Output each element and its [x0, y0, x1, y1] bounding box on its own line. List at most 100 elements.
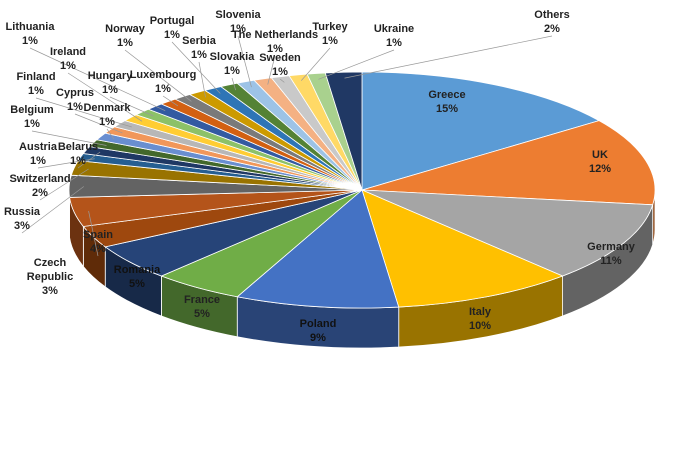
label-value: 2%: [544, 23, 560, 35]
data-label: Luxembourg 1%: [130, 68, 197, 96]
leader-line: [39, 168, 89, 201]
leader-line: [35, 97, 132, 128]
label-name: Poland: [299, 318, 337, 330]
label-value: 1%: [191, 49, 207, 61]
data-label: Germany 11%: [587, 240, 635, 268]
slice: [324, 71, 363, 191]
label-name: Germany: [587, 241, 635, 253]
label-name: Switzerland: [9, 173, 71, 185]
label-value: 1%: [272, 66, 288, 78]
slice: [361, 189, 564, 308]
label-name: Cyprus: [56, 87, 94, 99]
data-label: Hungary 1%: [88, 69, 133, 97]
data-label: Spain 4%: [83, 228, 113, 256]
label-name: France: [183, 294, 221, 306]
leader-line: [29, 47, 166, 112]
leader-line: [106, 128, 115, 140]
label-name: UK: [592, 149, 608, 161]
label-name: Lithuania: [5, 21, 55, 33]
label-value: 1%: [267, 43, 283, 55]
leader-line: [279, 78, 285, 83]
label-name: Czech Republic: [26, 257, 74, 283]
data-label: Norway 1%: [105, 22, 145, 50]
label-value: 2%: [32, 187, 48, 199]
leader-line: [67, 72, 143, 122]
leader-line: [198, 61, 206, 98]
data-label: Czech Republic 3%: [20, 256, 80, 298]
leader-line: [318, 49, 395, 80]
data-label: Lithuania 1%: [6, 20, 55, 48]
label-value: 1%: [230, 23, 246, 35]
data-label: Greece 15%: [428, 88, 465, 116]
data-label: Sweden 1%: [259, 51, 301, 79]
data-label: Finland 1%: [16, 70, 55, 98]
data-label: UK 12%: [589, 148, 611, 176]
label-value: 5%: [194, 308, 210, 320]
label-value: 1%: [102, 84, 118, 96]
label-name: Turkey: [312, 21, 348, 33]
label-value: 1%: [164, 29, 180, 41]
leader-line: [231, 77, 236, 91]
label-value: 9%: [310, 332, 326, 344]
data-label: Austria 1%: [19, 140, 57, 168]
data-label: Slovakia 1%: [210, 50, 255, 78]
label-name: Slovenia: [215, 9, 261, 21]
label-name: Russia: [3, 206, 41, 218]
label-name: Norway: [105, 23, 145, 35]
label-value: 1%: [99, 116, 115, 128]
leader-line: [109, 96, 154, 117]
label-name: Greece: [428, 89, 466, 101]
label-name: Ireland: [49, 46, 87, 58]
label-name: Spain: [83, 229, 113, 241]
label-value: 1%: [28, 85, 44, 97]
label-name: Denmark: [83, 102, 131, 114]
label-value: 1%: [22, 35, 38, 47]
label-value: 1%: [67, 101, 83, 113]
label-name: Belarus: [57, 141, 99, 153]
label-name: Finland: [16, 71, 56, 83]
label-value: 1%: [70, 155, 86, 167]
data-label: Turkey 1%: [312, 20, 347, 48]
leader-line: [124, 49, 192, 102]
label-value: 1%: [386, 37, 402, 49]
leader-line: [162, 95, 179, 107]
data-label: The Netherlands 1%: [232, 28, 318, 56]
label-value: 5%: [129, 278, 145, 290]
label-value: 11%: [600, 255, 622, 267]
label-name: Hungary: [87, 70, 133, 82]
slice: [361, 189, 654, 277]
leader-line: [88, 210, 99, 257]
label-name: Ukraine: [373, 23, 415, 35]
data-label: Italy 10%: [469, 305, 491, 333]
label-value: 1%: [322, 35, 338, 47]
leader-line: [267, 55, 276, 85]
label-name: Serbia: [182, 35, 216, 47]
label-value: 1%: [117, 37, 133, 49]
slice: [361, 71, 601, 191]
label-value: 10%: [468, 320, 492, 332]
data-label: Switzerland 2%: [9, 172, 70, 200]
label-name: Sweden: [259, 52, 301, 64]
label-value: 15%: [435, 103, 459, 115]
leader-line: [171, 41, 221, 94]
label-name: Austria: [19, 141, 57, 153]
leader-line: [21, 186, 84, 234]
slice: [236, 189, 400, 309]
data-label: Slovenia 1%: [215, 8, 260, 36]
data-label: Others 2%: [534, 8, 569, 36]
label-value: 1%: [30, 155, 46, 167]
label-value: 1%: [60, 60, 76, 72]
label-value: 12%: [588, 163, 612, 175]
leader-line: [37, 158, 95, 169]
leader-line: [237, 35, 252, 88]
label-value: 1%: [224, 65, 240, 77]
data-label: Portugal 1%: [150, 14, 195, 42]
label-value: 3%: [14, 220, 30, 232]
label-name: Belgium: [10, 104, 54, 116]
data-label: Denmark 1%: [83, 101, 130, 129]
label-value: 3%: [42, 285, 58, 297]
label-value: 1%: [155, 83, 171, 95]
label-name: Slovakia: [209, 51, 255, 63]
